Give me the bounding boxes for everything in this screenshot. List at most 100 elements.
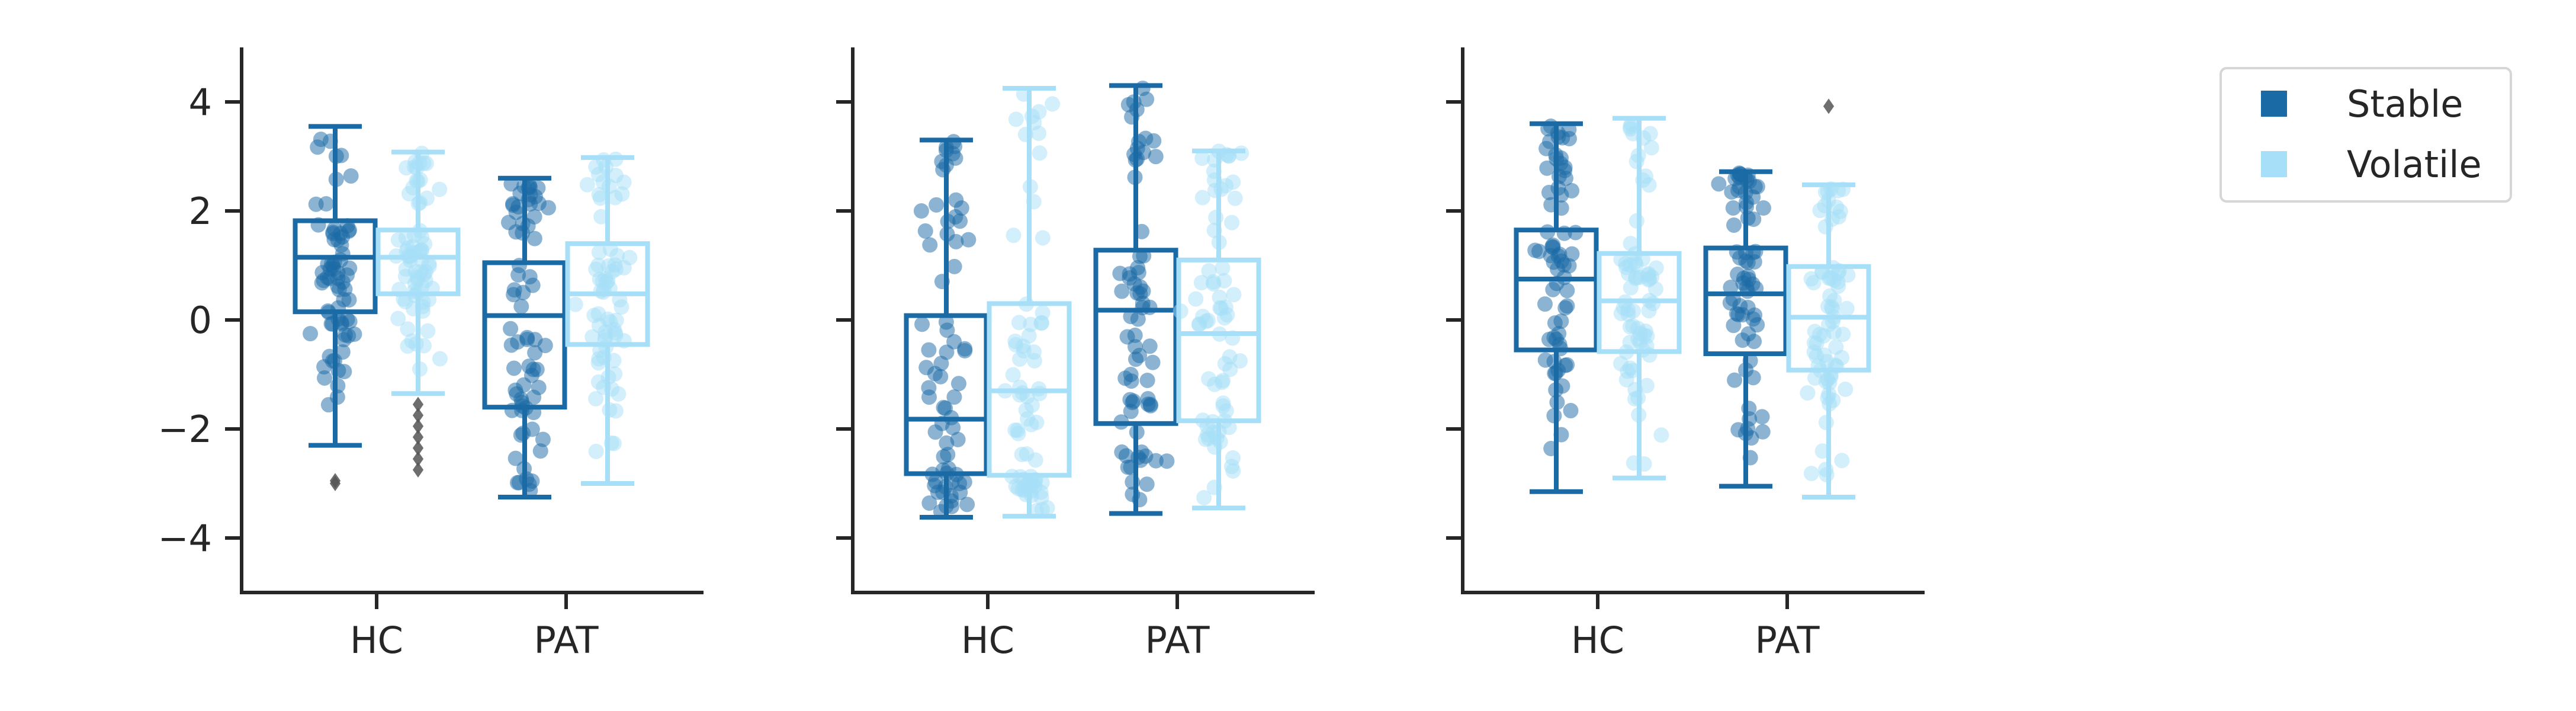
strip-point xyxy=(1212,300,1228,316)
strip-point xyxy=(946,258,962,274)
strip-point xyxy=(1039,500,1055,516)
strip-point xyxy=(325,226,341,242)
strip-point xyxy=(1194,190,1210,206)
legend-swatch xyxy=(2261,91,2287,117)
x-tick-label: PAT xyxy=(1755,619,1820,662)
box-volatile-pat xyxy=(1786,98,1871,499)
strip-point xyxy=(527,345,543,361)
strip-point xyxy=(1818,415,1834,431)
strip-point xyxy=(948,233,964,249)
outlier-marker xyxy=(412,408,424,423)
strip-points xyxy=(1613,116,1669,472)
strip-point xyxy=(1201,263,1217,279)
strip-point xyxy=(1194,150,1210,166)
strip-point xyxy=(420,323,436,339)
iqr-box xyxy=(1703,245,1788,357)
strip-point xyxy=(1754,409,1770,425)
strip-point xyxy=(1738,253,1754,269)
box-stable-hc xyxy=(293,124,378,491)
strip-point xyxy=(927,473,943,489)
strip-point xyxy=(1639,377,1655,393)
strip-point xyxy=(1195,309,1211,325)
box-volatile-pat xyxy=(565,151,650,486)
strip-point xyxy=(1132,279,1148,295)
strip-point xyxy=(522,269,538,285)
box-stable-pat xyxy=(482,175,567,499)
strip-point xyxy=(588,391,604,407)
strip-point xyxy=(598,324,614,340)
strip-point xyxy=(950,376,966,392)
strip-point xyxy=(1224,214,1240,230)
strip-point xyxy=(526,230,542,246)
strip-point xyxy=(1806,275,1822,291)
iqr-box xyxy=(1514,228,1599,353)
strip-point xyxy=(588,443,604,459)
strip-point xyxy=(1232,353,1248,369)
strip-points xyxy=(1112,81,1175,508)
strip-point xyxy=(1726,318,1742,334)
strip-point xyxy=(1537,296,1553,312)
box-volatile-hc xyxy=(987,86,1072,519)
strip-point xyxy=(1559,283,1575,299)
panel-3: HC PAT xyxy=(1446,47,1925,662)
strip-point xyxy=(1123,373,1139,389)
strip-point xyxy=(929,197,945,213)
strip-point xyxy=(1550,261,1566,277)
strip-point xyxy=(508,450,523,466)
strip-point xyxy=(508,224,524,240)
strip-point xyxy=(1732,298,1748,314)
chart-legend: Stable Volatile xyxy=(2220,67,2512,203)
strip-points xyxy=(1711,165,1771,466)
box-volatile-hc xyxy=(375,145,461,478)
strip-point xyxy=(330,378,346,394)
strip-point xyxy=(418,155,434,171)
strip-point xyxy=(1045,96,1061,112)
strip-point xyxy=(1840,267,1856,283)
strip-point xyxy=(939,322,955,338)
strip-point xyxy=(961,232,977,248)
box-volatile-hc xyxy=(1597,116,1682,481)
strip-point xyxy=(339,312,355,328)
strip-point xyxy=(590,306,606,322)
strip-point xyxy=(1622,334,1638,350)
strip-point xyxy=(1735,332,1750,348)
iqr-box xyxy=(1093,248,1178,426)
strip-point xyxy=(1539,160,1555,176)
strip-point xyxy=(1746,334,1762,350)
strip-point xyxy=(532,443,548,459)
outlier-marker xyxy=(412,451,424,467)
strip-point xyxy=(1548,331,1564,347)
strip-point xyxy=(336,332,352,348)
strip-point xyxy=(506,282,522,298)
strip-point xyxy=(914,316,930,332)
strip-point xyxy=(316,273,332,289)
strip-point xyxy=(432,351,448,367)
strip-point xyxy=(927,424,943,440)
strip-point xyxy=(390,310,406,326)
strip-point xyxy=(953,200,969,216)
strip-point xyxy=(1011,315,1027,331)
strip-point xyxy=(1142,396,1158,412)
strip-point xyxy=(303,326,319,342)
strip-points xyxy=(501,176,556,498)
strip-point xyxy=(1146,133,1162,149)
strip-point xyxy=(1647,281,1663,297)
strip-point xyxy=(1006,228,1022,244)
strip-point xyxy=(921,495,937,511)
strip-point xyxy=(1225,450,1241,466)
strip-point xyxy=(593,209,609,225)
strip-point xyxy=(921,342,937,358)
strip-point xyxy=(419,190,435,206)
strip-point xyxy=(535,431,551,447)
y-tick-label: 4 xyxy=(189,81,212,124)
strip-point xyxy=(946,389,962,405)
strip-points xyxy=(1173,143,1250,505)
iqr-box xyxy=(482,260,567,410)
outlier-marker xyxy=(329,473,341,489)
strip-point xyxy=(317,370,333,386)
strip-point xyxy=(1839,300,1855,316)
strip-point xyxy=(959,497,975,513)
strip-point xyxy=(917,223,933,239)
strip-point xyxy=(588,159,604,175)
